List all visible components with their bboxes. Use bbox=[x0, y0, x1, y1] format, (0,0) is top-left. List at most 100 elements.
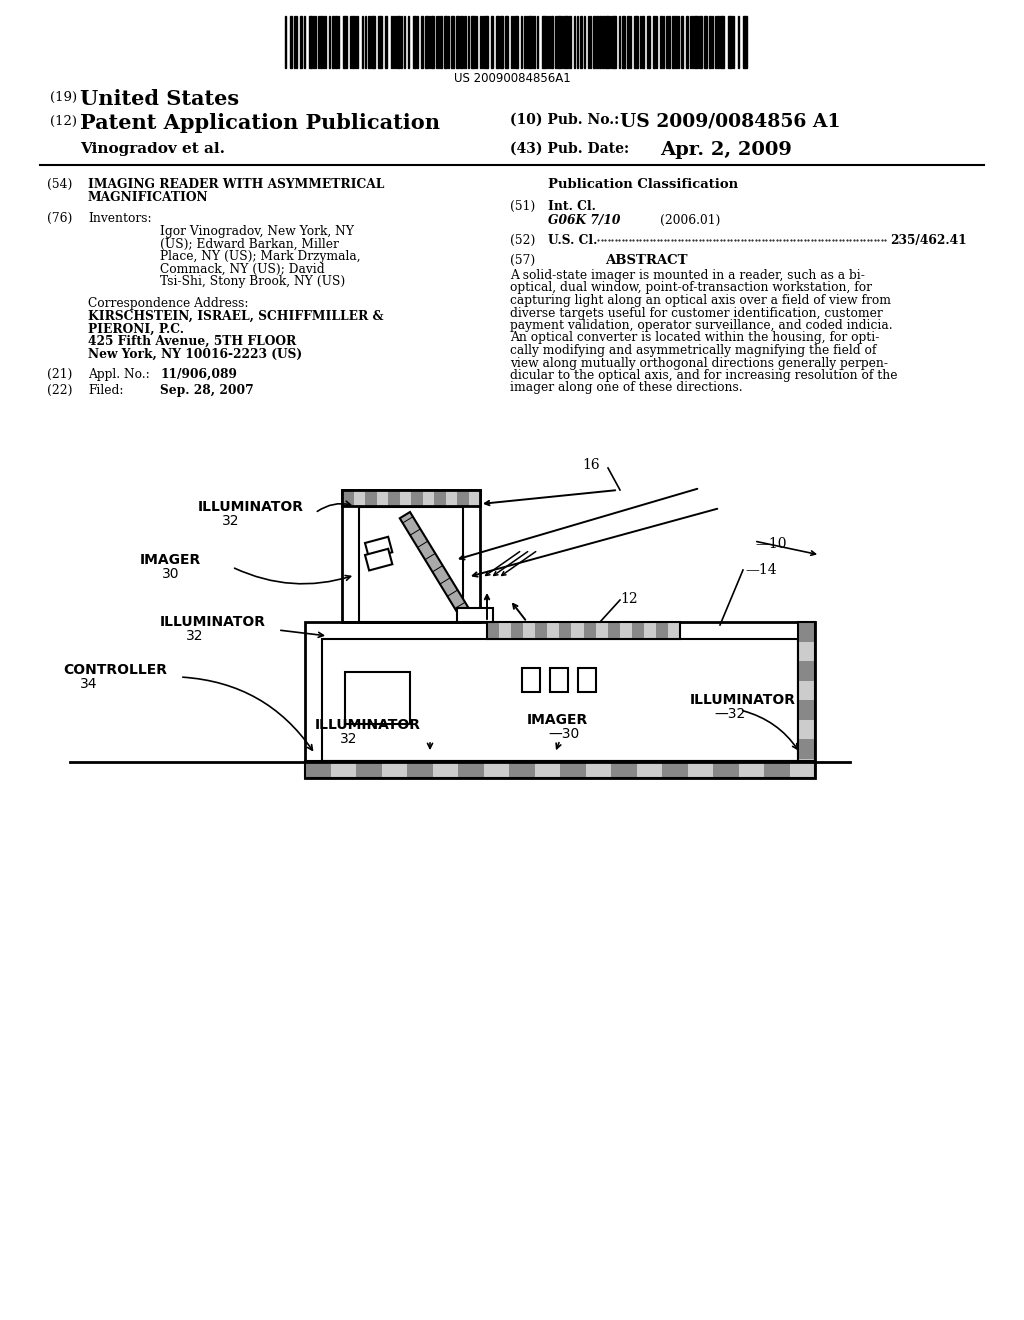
Text: Tsi-Shi, Stony Brook, NY (US): Tsi-Shi, Stony Brook, NY (US) bbox=[160, 275, 345, 288]
Bar bbox=[542, 16, 546, 69]
Bar bbox=[578, 668, 596, 692]
Bar bbox=[432, 762, 458, 777]
Text: payment validation, operator surveillance, and coded indicia.: payment validation, operator surveillanc… bbox=[510, 319, 893, 333]
Bar bbox=[457, 490, 469, 506]
Bar bbox=[342, 490, 480, 506]
Bar bbox=[397, 16, 400, 69]
Text: (54): (54) bbox=[47, 178, 73, 191]
Bar bbox=[528, 16, 532, 69]
Bar bbox=[632, 622, 644, 639]
Bar bbox=[460, 16, 462, 69]
Text: Igor Vinogradov, New York, NY: Igor Vinogradov, New York, NY bbox=[160, 224, 354, 238]
Bar bbox=[798, 661, 815, 681]
Bar bbox=[743, 16, 746, 69]
Bar bbox=[672, 16, 674, 69]
Text: —14: —14 bbox=[745, 564, 776, 577]
Bar bbox=[764, 762, 790, 777]
Bar bbox=[484, 16, 488, 69]
Bar bbox=[353, 490, 365, 506]
Bar bbox=[523, 622, 536, 639]
Text: United States: United States bbox=[80, 88, 240, 110]
Bar bbox=[345, 672, 410, 723]
Bar bbox=[342, 490, 480, 622]
Text: Apr. 2, 2009: Apr. 2, 2009 bbox=[660, 141, 792, 158]
Bar bbox=[388, 490, 399, 506]
Text: US 20090084856A1: US 20090084856A1 bbox=[454, 73, 570, 84]
Bar bbox=[385, 16, 387, 69]
Text: US 2009/0084856 A1: US 2009/0084856 A1 bbox=[620, 114, 841, 131]
Text: Commack, NY (US); David: Commack, NY (US); David bbox=[160, 263, 325, 276]
Bar bbox=[335, 16, 337, 69]
Bar bbox=[305, 622, 815, 777]
Bar bbox=[720, 16, 724, 69]
Text: (10) Pub. No.:: (10) Pub. No.: bbox=[510, 114, 620, 127]
Bar bbox=[423, 490, 434, 506]
Bar bbox=[622, 16, 625, 69]
Text: CONTROLLER: CONTROLLER bbox=[63, 663, 167, 677]
Bar bbox=[534, 16, 535, 69]
Bar bbox=[596, 622, 607, 639]
Bar bbox=[557, 16, 561, 69]
Bar bbox=[699, 16, 702, 69]
Bar bbox=[662, 762, 687, 777]
Bar bbox=[431, 16, 434, 69]
Bar bbox=[559, 622, 571, 639]
Text: Correspondence Address:: Correspondence Address: bbox=[88, 297, 249, 310]
Bar bbox=[319, 16, 322, 69]
Text: (19): (19) bbox=[50, 91, 77, 104]
Bar bbox=[687, 762, 713, 777]
Text: 12: 12 bbox=[620, 591, 638, 606]
Bar bbox=[560, 762, 586, 777]
Bar bbox=[511, 622, 523, 639]
Bar bbox=[536, 622, 547, 639]
Bar bbox=[602, 16, 604, 69]
Bar bbox=[509, 762, 535, 777]
Bar bbox=[444, 16, 447, 69]
Bar bbox=[637, 762, 662, 777]
Bar bbox=[551, 16, 553, 69]
Bar bbox=[728, 16, 732, 69]
Bar bbox=[596, 16, 598, 69]
Bar bbox=[798, 681, 815, 700]
Bar bbox=[471, 16, 475, 69]
Text: IMAGER: IMAGER bbox=[527, 713, 588, 727]
Bar bbox=[305, 762, 815, 777]
Bar bbox=[469, 490, 480, 506]
Text: (21): (21) bbox=[47, 368, 73, 381]
Bar bbox=[487, 622, 499, 639]
Bar bbox=[456, 16, 459, 69]
Bar bbox=[705, 16, 707, 69]
Bar bbox=[798, 759, 815, 777]
Text: (52): (52) bbox=[510, 234, 536, 247]
Text: ILLUMINATOR: ILLUMINATOR bbox=[690, 693, 796, 708]
Text: (76): (76) bbox=[47, 213, 73, 224]
Bar bbox=[798, 622, 815, 777]
Text: U.S. Cl.: U.S. Cl. bbox=[548, 234, 597, 247]
Bar bbox=[515, 16, 518, 69]
Bar bbox=[343, 16, 347, 69]
Text: 235/462.41: 235/462.41 bbox=[890, 234, 967, 247]
Bar bbox=[434, 490, 445, 506]
Bar bbox=[483, 762, 509, 777]
Bar bbox=[798, 719, 815, 739]
Bar bbox=[571, 622, 584, 639]
Bar bbox=[798, 739, 815, 759]
Bar bbox=[445, 490, 457, 506]
Bar bbox=[300, 16, 302, 69]
Text: Filed:: Filed: bbox=[88, 384, 124, 397]
Bar bbox=[798, 700, 815, 719]
Bar bbox=[378, 16, 382, 69]
Text: dicular to the optical axis, and for increasing resolution of the: dicular to the optical axis, and for inc… bbox=[510, 370, 897, 381]
Bar bbox=[371, 16, 375, 69]
Bar bbox=[681, 16, 683, 69]
Text: ABSTRACT: ABSTRACT bbox=[605, 253, 687, 267]
Bar bbox=[356, 762, 382, 777]
Bar bbox=[399, 490, 411, 506]
Bar bbox=[499, 622, 511, 639]
Bar bbox=[607, 622, 620, 639]
Bar bbox=[322, 639, 798, 762]
Bar bbox=[290, 16, 292, 69]
Text: imager along one of these directions.: imager along one of these directions. bbox=[510, 381, 742, 395]
Bar bbox=[668, 16, 670, 69]
Bar bbox=[331, 762, 356, 777]
